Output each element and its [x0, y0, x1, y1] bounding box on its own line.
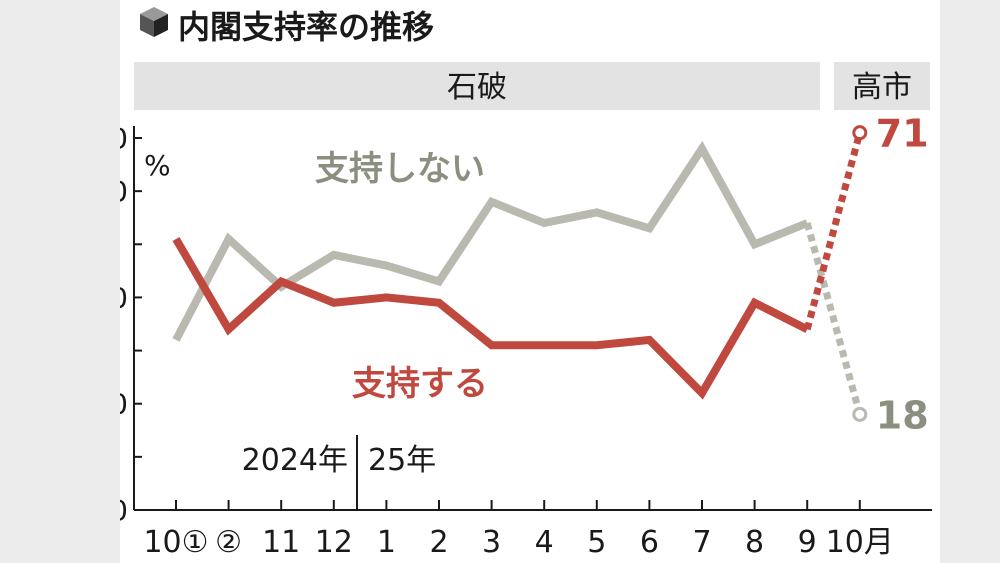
x-tick-label: 4 — [535, 525, 554, 560]
x-tick-label: 3 — [482, 525, 501, 560]
x-tick-label: 10月 — [826, 525, 894, 560]
x-tick-label: 1 — [377, 525, 396, 560]
x-tick-label: 11 — [262, 525, 300, 560]
y-tick-label: 60 — [120, 175, 128, 208]
chart-header: 内閣支持率の推移 — [140, 7, 434, 46]
series-end-marker-oppose — [852, 406, 868, 422]
cube-icon — [140, 7, 168, 37]
x-tick-label: 2 — [429, 525, 448, 560]
chart-card: 内閣支持率の推移 石破 高市 02040607010①②111212345678… — [120, 0, 940, 563]
x-tick-label: 9 — [798, 525, 817, 560]
y-tick-label: 40 — [120, 281, 128, 314]
series-line-oppose — [172, 140, 809, 342]
chart-svg: 内閣支持率の推移 石破 高市 02040607010①②111212345678… — [120, 7, 932, 560]
x-tick-label: 10① — [143, 525, 208, 560]
era-band-takaichi — [834, 62, 930, 110]
series-name-support: 支持する — [352, 364, 488, 404]
x-tick-label: ② — [215, 525, 242, 560]
era-label-ishiba: 石破 — [447, 70, 507, 105]
year-label-2024: 2024年 — [242, 443, 348, 478]
x-tick-label: 7 — [692, 525, 711, 560]
era-label-takaichi: 高市 — [852, 70, 912, 105]
series-end-label-oppose: 18 — [876, 393, 929, 437]
series-line-support — [172, 236, 810, 400]
y-tick-label: 70 — [120, 122, 128, 155]
series-dashed-segment-oppose — [803, 222, 864, 416]
x-tick-label: 12 — [315, 525, 353, 560]
chart-title: 内閣支持率の推移 — [178, 8, 434, 46]
x-tick-label: 6 — [640, 525, 659, 560]
era-band-ishiba — [134, 62, 820, 110]
series-dashed-segment-support — [803, 131, 864, 331]
series-name-oppose: 支持しない — [315, 149, 485, 189]
y-tick-label: 20 — [120, 388, 128, 421]
series-end-marker-support — [852, 125, 868, 141]
series-end-label-support: 71 — [876, 112, 929, 156]
year-label-2025: 25年 — [368, 443, 436, 478]
axes: 02040607010①②111212345678910月 — [120, 122, 932, 560]
y-unit-label: % — [144, 149, 171, 182]
series-layer: 18 支持しない 71 支持する — [172, 112, 929, 437]
x-tick-label: 5 — [587, 525, 606, 560]
x-tick-label: 8 — [745, 525, 764, 560]
y-tick-label: 0 — [120, 494, 128, 527]
